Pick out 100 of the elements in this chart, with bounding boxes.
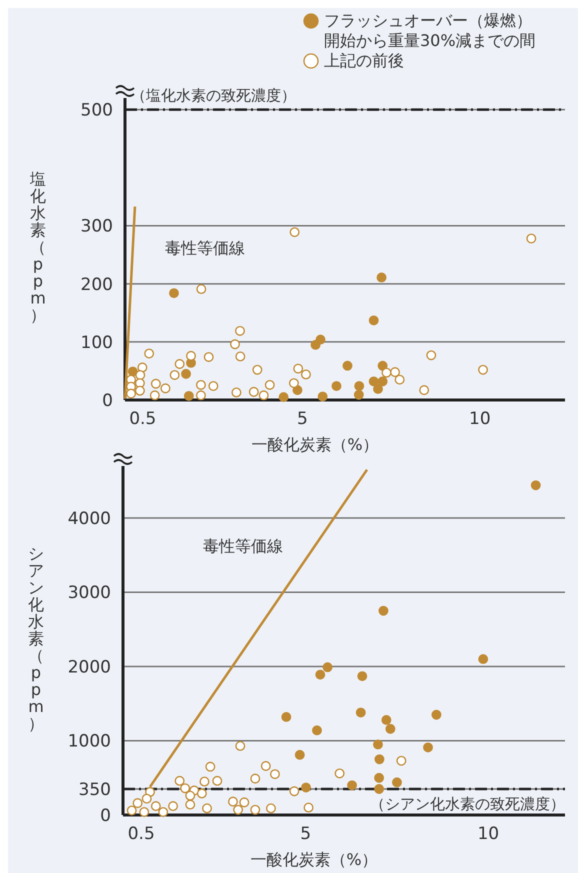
point xyxy=(281,712,292,722)
point xyxy=(396,756,406,766)
point xyxy=(376,272,386,282)
point xyxy=(196,788,207,798)
x-axis-title: 一酸化炭素（%） xyxy=(251,435,379,454)
x-tick-label: 10 xyxy=(469,409,491,429)
y-tick-label: 0 xyxy=(102,390,113,411)
point xyxy=(126,806,137,816)
point xyxy=(250,804,260,815)
point xyxy=(312,725,322,736)
point xyxy=(390,367,400,378)
point xyxy=(230,339,240,350)
point xyxy=(180,783,190,794)
point xyxy=(354,390,364,400)
point xyxy=(278,392,289,402)
point xyxy=(204,352,214,362)
y-tick-label: 3000 xyxy=(68,583,111,604)
point xyxy=(258,390,269,400)
point xyxy=(315,670,326,680)
point xyxy=(378,360,388,371)
point xyxy=(174,359,185,369)
y-tick-label: 0 xyxy=(100,806,111,826)
legend-label: フラッシュオーバー（爆燃）開始から重量30%減までの間 xyxy=(324,11,536,50)
point xyxy=(181,368,191,379)
point xyxy=(126,388,136,399)
y-tick-label: 300 xyxy=(80,216,113,237)
point xyxy=(373,384,383,394)
point xyxy=(205,762,216,772)
point xyxy=(381,715,392,725)
point xyxy=(301,782,311,792)
point xyxy=(196,284,206,294)
point xyxy=(239,797,250,808)
point xyxy=(235,740,246,751)
point xyxy=(322,662,333,672)
point xyxy=(139,807,150,817)
x-tick-label: 0.5 xyxy=(128,824,155,844)
point xyxy=(150,378,161,389)
point xyxy=(142,794,152,804)
point xyxy=(132,798,143,808)
y-tick-label: 500 xyxy=(80,100,113,121)
point xyxy=(196,390,206,400)
point xyxy=(478,364,488,375)
point xyxy=(294,750,305,760)
point xyxy=(185,790,196,801)
point xyxy=(382,368,392,378)
point xyxy=(392,777,402,788)
x-tick-label: 5 xyxy=(300,824,312,844)
annotation: 毒性等価線 xyxy=(165,238,245,258)
point xyxy=(235,351,246,362)
point xyxy=(185,800,196,810)
point xyxy=(233,804,244,815)
point xyxy=(288,378,299,388)
point xyxy=(374,784,384,794)
point xyxy=(347,780,357,790)
point xyxy=(373,740,383,750)
point xyxy=(385,724,396,734)
point xyxy=(168,801,178,812)
point xyxy=(231,388,242,398)
point xyxy=(270,769,280,780)
point xyxy=(318,392,328,402)
point xyxy=(394,374,405,385)
point xyxy=(135,370,146,380)
y-tick-label: 100 xyxy=(80,332,113,353)
point xyxy=(526,234,536,244)
point xyxy=(293,364,304,374)
point xyxy=(423,742,433,752)
point xyxy=(248,386,259,397)
point xyxy=(426,350,436,360)
point xyxy=(431,710,442,720)
point xyxy=(264,380,275,390)
point xyxy=(374,754,384,764)
point xyxy=(334,768,345,778)
y-tick-label: 1000 xyxy=(68,732,111,752)
point xyxy=(202,803,212,814)
point xyxy=(196,380,206,390)
y-tick-label: 4000 xyxy=(68,508,111,529)
point xyxy=(304,802,314,813)
point xyxy=(478,654,488,664)
point xyxy=(184,390,194,401)
point xyxy=(150,801,161,812)
point xyxy=(158,807,168,817)
point xyxy=(368,315,379,326)
x-tick-label: 10 xyxy=(477,824,500,844)
point xyxy=(260,761,271,771)
text: シアン化水素（ppm） xyxy=(28,544,44,733)
point xyxy=(301,369,311,380)
point xyxy=(160,383,170,394)
point xyxy=(186,350,196,361)
point xyxy=(266,803,276,814)
point xyxy=(378,606,388,616)
point xyxy=(354,381,364,392)
point xyxy=(200,776,210,787)
y-tick-label: 200 xyxy=(80,274,113,295)
text: 塩化水素（ppm） xyxy=(30,170,46,324)
point xyxy=(342,360,352,371)
legend-label: 上記の前後 xyxy=(324,51,404,70)
point xyxy=(228,796,238,807)
point xyxy=(174,776,185,786)
point xyxy=(235,326,245,336)
x-axis-title: 一酸化炭素（%） xyxy=(250,850,378,869)
